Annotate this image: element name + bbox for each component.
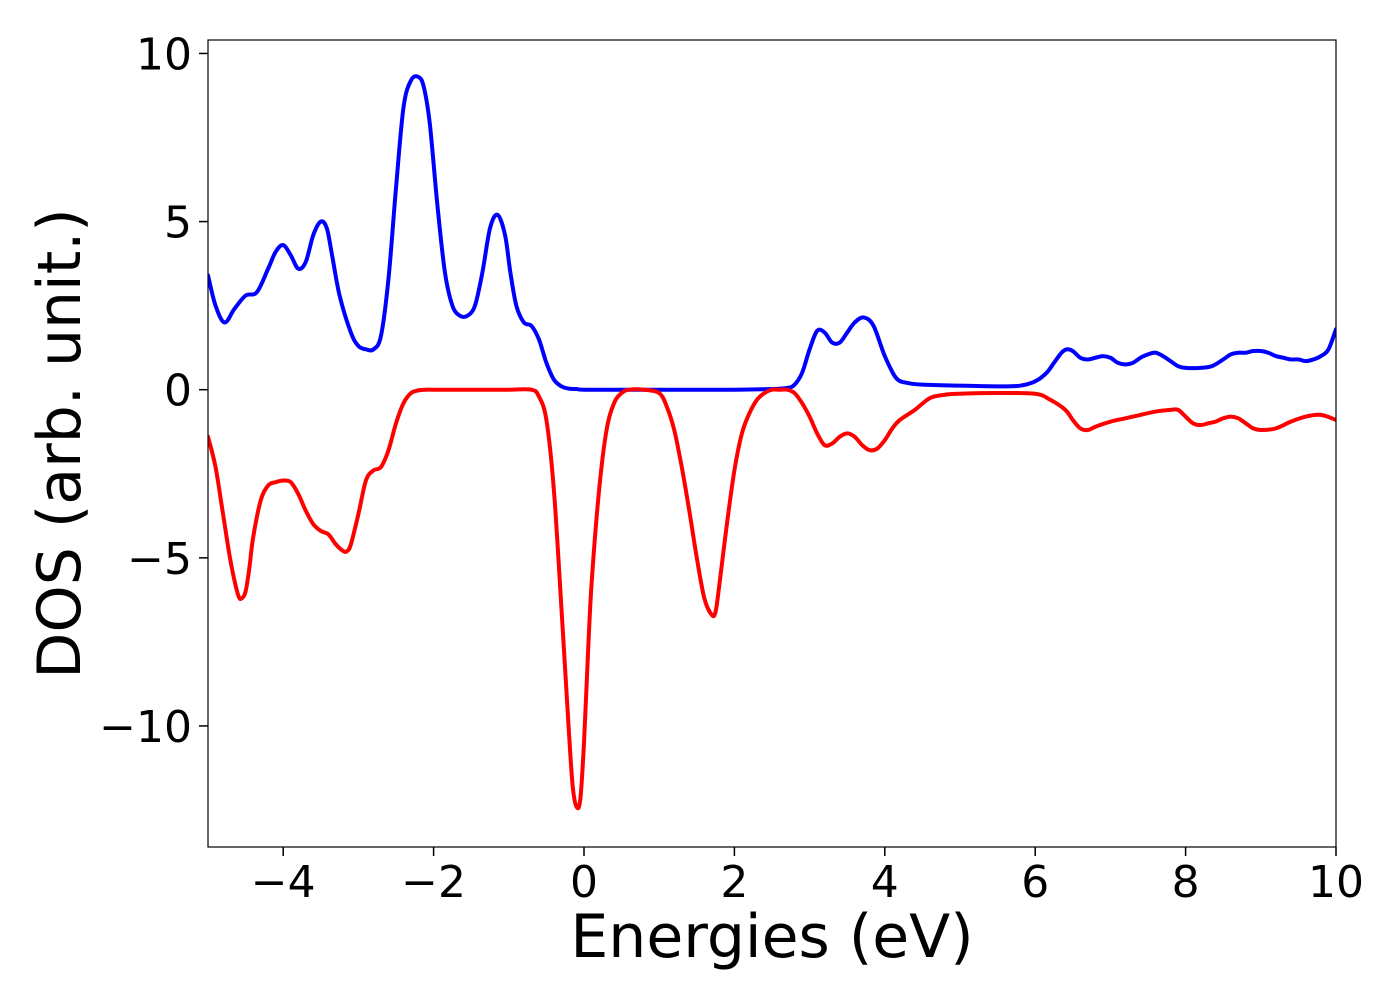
series-line-1 — [208, 387, 1336, 811]
x-tick-label: 10 — [1308, 857, 1364, 908]
x-tick-label: 2 — [720, 857, 748, 908]
x-axis: −4 −2 0 2 4 6 8 10 — [251, 847, 1364, 908]
y-tick-label: −10 — [99, 702, 192, 753]
x-axis-label: Energies (eV) — [570, 902, 973, 972]
x-tick-label: 4 — [871, 857, 899, 908]
y-axis: 10 5 0 −5 −10 — [99, 29, 208, 753]
y-tick-label: −5 — [127, 534, 192, 585]
x-tick-label: −2 — [401, 857, 466, 908]
y-tick-label: 0 — [164, 366, 192, 417]
x-tick-label: −4 — [251, 857, 316, 908]
series-line-0 — [208, 74, 1336, 392]
y-axis-label: DOS (arb. unit.) — [25, 208, 95, 678]
series-layer — [208, 74, 1336, 811]
x-tick-label: 0 — [570, 857, 598, 908]
plot-frame — [207, 39, 1337, 848]
y-tick-label: 10 — [136, 29, 192, 80]
x-tick-label: 6 — [1021, 857, 1049, 908]
y-tick-label: 5 — [164, 198, 192, 249]
x-tick-label: 8 — [1172, 857, 1200, 908]
